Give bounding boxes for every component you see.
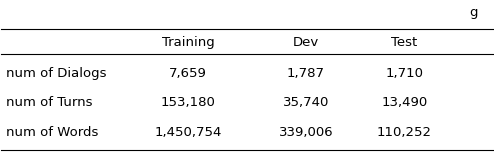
Text: num of Words: num of Words bbox=[6, 126, 99, 140]
Text: 1,450,754: 1,450,754 bbox=[154, 126, 222, 140]
Text: g: g bbox=[469, 6, 478, 19]
Text: 13,490: 13,490 bbox=[381, 96, 427, 109]
Text: num of Dialogs: num of Dialogs bbox=[6, 67, 107, 80]
Text: 153,180: 153,180 bbox=[161, 96, 215, 109]
Text: Training: Training bbox=[162, 36, 214, 49]
Text: 7,659: 7,659 bbox=[169, 67, 207, 80]
Text: num of Turns: num of Turns bbox=[6, 96, 93, 109]
Text: Test: Test bbox=[391, 36, 417, 49]
Text: 339,006: 339,006 bbox=[279, 126, 333, 140]
Text: 35,740: 35,740 bbox=[283, 96, 329, 109]
Text: 110,252: 110,252 bbox=[377, 126, 432, 140]
Text: 1,787: 1,787 bbox=[287, 67, 325, 80]
Text: 1,710: 1,710 bbox=[385, 67, 423, 80]
Text: Dev: Dev bbox=[293, 36, 319, 49]
